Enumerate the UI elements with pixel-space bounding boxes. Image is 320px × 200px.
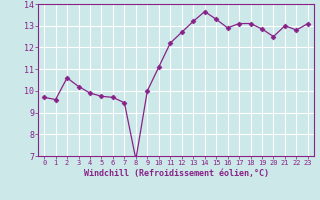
X-axis label: Windchill (Refroidissement éolien,°C): Windchill (Refroidissement éolien,°C) <box>84 169 268 178</box>
